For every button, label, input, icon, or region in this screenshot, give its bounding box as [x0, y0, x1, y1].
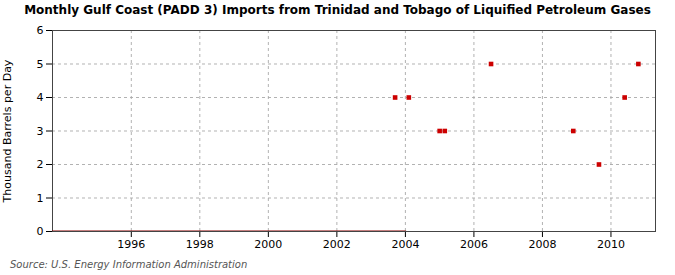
svg-text:2004: 2004: [391, 238, 419, 251]
svg-text:2006: 2006: [460, 238, 488, 251]
html-text:Monthly Gulf Coast (PADD 3) Im: Monthly Gulf Coast (PADD 3) Imports from…: [24, 3, 651, 17]
svg-text:1: 1: [37, 192, 44, 205]
svg-text:2010: 2010: [597, 238, 625, 251]
svg-text:Thousand Barrels per Day: Thousand Barrels per Day: [1, 59, 14, 203]
svg-text:2000: 2000: [254, 238, 282, 251]
svg-text:2002: 2002: [323, 238, 351, 251]
svg-text:2: 2: [37, 158, 44, 171]
html-text:Source: U.S. Energy Informatio: Source: U.S. Energy Information Administ…: [10, 259, 248, 270]
svg-text:0: 0: [37, 225, 44, 238]
svg-text:4: 4: [37, 91, 44, 104]
svg-text:1998: 1998: [186, 238, 214, 251]
svg-text:3: 3: [37, 125, 44, 138]
svg-text:1996: 1996: [117, 238, 145, 251]
svg-text:5: 5: [37, 58, 44, 71]
svg-text:6: 6: [37, 24, 44, 37]
svg-text:2008: 2008: [528, 238, 556, 251]
